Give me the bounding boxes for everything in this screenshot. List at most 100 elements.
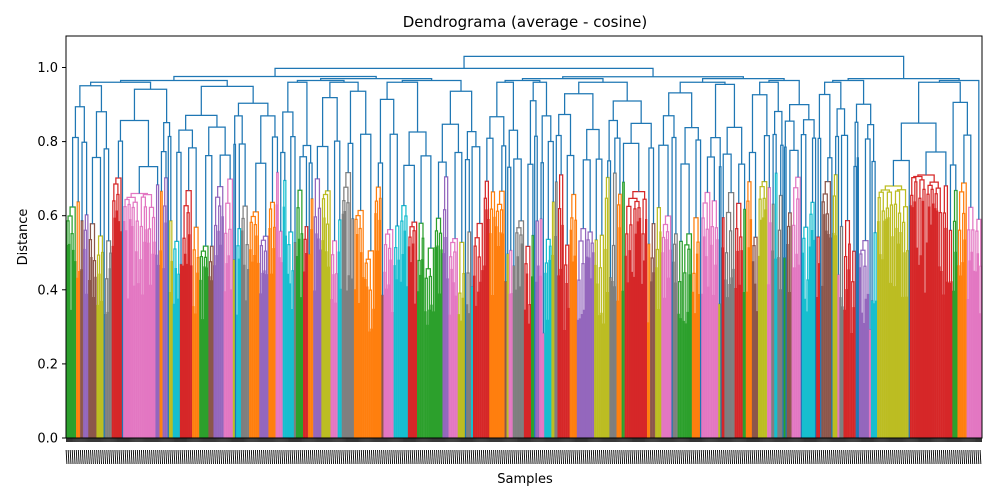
x-tick-label [605, 449, 607, 465]
x-tick-label [257, 449, 259, 465]
dendrogram-link [438, 293, 441, 438]
dendrogram-link [626, 282, 629, 438]
dendrogram-link [481, 270, 484, 438]
dendrogram-link [401, 253, 405, 438]
x-tick-label [283, 449, 286, 465]
dendrogram-link [472, 275, 476, 438]
x-tick-label [790, 449, 793, 465]
x-tick-label [495, 449, 497, 465]
x-tick-label [973, 449, 976, 465]
x-tick-label [598, 449, 601, 465]
dendrogram-link [695, 253, 699, 438]
x-tick-label [892, 449, 894, 465]
dendrogram-link [378, 219, 381, 438]
dendrogram-link [634, 233, 638, 438]
x-tick-label [820, 449, 823, 465]
dendrogram-link [227, 255, 230, 438]
x-tick-label [464, 449, 467, 465]
x-tick-label [185, 449, 188, 465]
dendrogram-link [893, 286, 896, 438]
dendrogram-link [567, 307, 570, 438]
dendrogram-link [642, 260, 646, 438]
dendrogram-link [122, 221, 126, 438]
dendrogram-link [686, 311, 689, 438]
dendrogram-link [115, 210, 119, 438]
dendrogram-link [364, 279, 367, 438]
dendrogram-link [644, 218, 648, 438]
dendrogram-link [286, 273, 290, 438]
dendrogram-link [174, 267, 178, 438]
dendrogram-link [889, 282, 892, 438]
dendrogram-link [760, 219, 763, 438]
dendrogram-link [677, 313, 680, 438]
dendrogram-link [703, 236, 706, 438]
dendrogram-link [514, 289, 517, 438]
dendrogram-link [347, 275, 351, 438]
dendrogram-link [596, 283, 599, 438]
x-tick-label [680, 449, 683, 465]
x-tick-label [645, 449, 648, 465]
x-axis-ticks [65, 438, 982, 465]
x-tick-label [904, 449, 907, 465]
x-tick-label [590, 449, 593, 465]
x-tick-label [432, 449, 434, 465]
dendrogram-link [487, 219, 490, 438]
x-tick-label [427, 449, 430, 465]
dendrogram-link [839, 297, 842, 438]
dendrogram-link [76, 277, 79, 438]
x-tick-label [833, 449, 835, 465]
x-tick-label [364, 449, 367, 465]
x-tick-label [629, 449, 632, 465]
dendrogram-link [192, 306, 195, 438]
x-tick-label [120, 449, 123, 465]
x-tick-label [800, 449, 803, 465]
dendrogram-link [65, 245, 69, 438]
x-tick-label [403, 449, 406, 465]
x-tick-label [399, 449, 402, 465]
x-tick-label [515, 449, 518, 465]
dendrogram-link [747, 247, 751, 438]
dendrogram-link [757, 255, 761, 438]
dendrogram-link [959, 275, 962, 438]
x-tick-label [771, 449, 774, 465]
x-tick-label [664, 449, 666, 465]
x-tick-label [474, 449, 477, 465]
dendrogram-link [334, 302, 337, 438]
x-tick-label [729, 449, 731, 465]
x-tick-label [947, 449, 949, 465]
dendrogram-link [208, 276, 211, 438]
dendrogram-link [630, 271, 634, 438]
x-tick-label [635, 449, 638, 465]
dendrogram-links [65, 55, 983, 438]
dendrogram-link [459, 320, 463, 438]
x-tick-label [334, 449, 337, 465]
dendrogram-link [299, 297, 303, 438]
dendrogram-link [875, 300, 878, 438]
dendrogram-link [667, 277, 670, 438]
dendrogram-link [183, 253, 187, 438]
x-tick-label [67, 449, 70, 465]
dendrogram-link [767, 284, 770, 438]
dendrogram-link [94, 276, 97, 438]
dendrogram-link [950, 281, 953, 438]
x-tick-label [784, 449, 786, 465]
x-tick-label [393, 449, 396, 465]
x-tick-label [959, 449, 961, 465]
x-tick-label [533, 449, 536, 465]
x-tick-label [586, 449, 589, 465]
dendrogram-link [710, 244, 713, 438]
x-tick-label [407, 449, 410, 465]
x-tick-label [415, 449, 418, 465]
x-tick-label [920, 449, 923, 465]
x-tick-label [769, 449, 772, 465]
dendrogram-link [444, 237, 447, 438]
x-tick-label [926, 449, 929, 465]
x-tick-label [710, 449, 713, 465]
dendrogram-link [563, 329, 566, 438]
dendrogram-link [588, 257, 591, 438]
dendrogram-link [525, 273, 529, 438]
dendrogram-link [446, 278, 449, 438]
x-tick-label [747, 449, 750, 465]
x-tick-label [179, 449, 182, 465]
x-tick-label [859, 449, 862, 465]
